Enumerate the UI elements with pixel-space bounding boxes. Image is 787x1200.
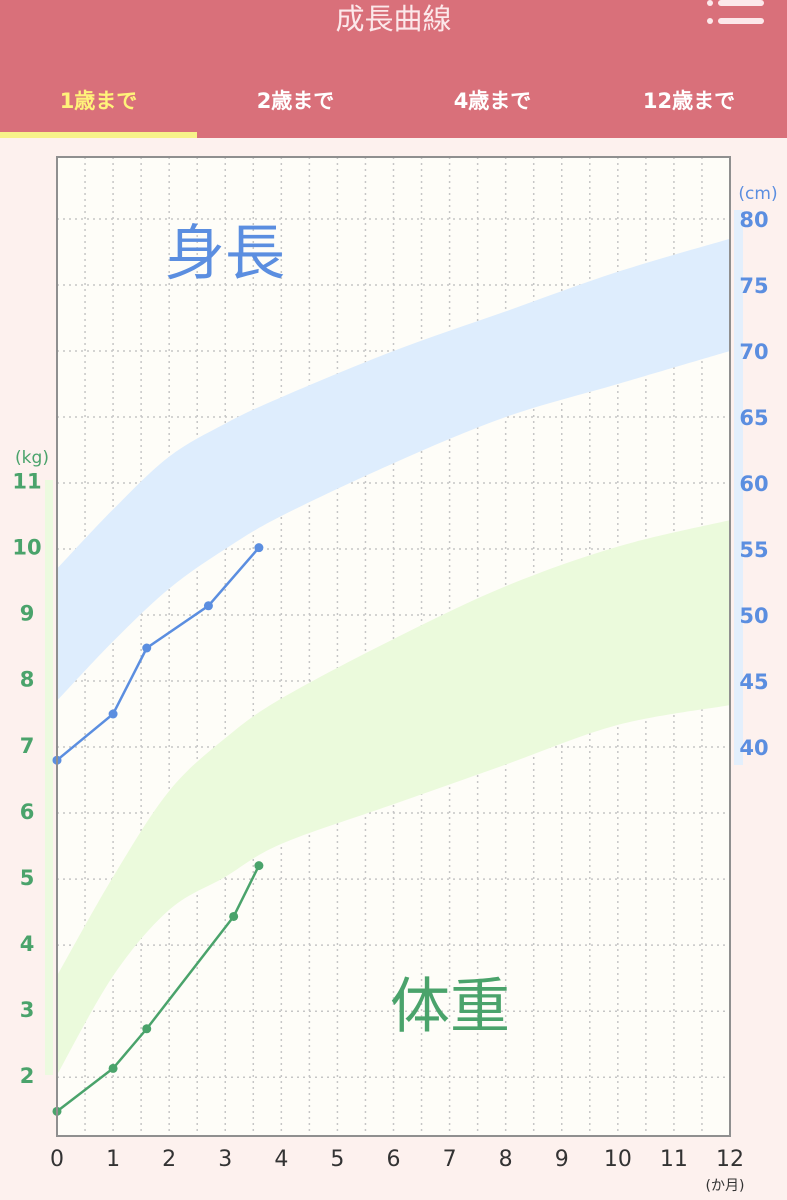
tab-1-year[interactable]: 1歳まで bbox=[59, 89, 138, 113]
height-point bbox=[108, 709, 118, 719]
x-tick-label: 12 bbox=[716, 1147, 744, 1172]
weight-tick-label: 9 bbox=[20, 602, 35, 626]
menu-icon[interactable] bbox=[700, 0, 766, 30]
weight-point bbox=[254, 861, 264, 871]
x-tick-label: 4 bbox=[274, 1147, 288, 1172]
height-point bbox=[254, 543, 264, 553]
weight-point bbox=[142, 1024, 152, 1034]
weight-tick-label: 3 bbox=[20, 998, 35, 1022]
weight-tick-label: 10 bbox=[12, 536, 41, 560]
height-tick-label: 60 bbox=[739, 472, 768, 496]
x-tick-label: 6 bbox=[387, 1147, 401, 1172]
x-unit-label: (か月) bbox=[706, 1178, 745, 1194]
x-tick-label: 0 bbox=[50, 1147, 64, 1172]
weight-point bbox=[229, 911, 239, 921]
active-tab-indicator bbox=[0, 132, 197, 138]
height-tick-label: 75 bbox=[739, 274, 768, 298]
height-tick-label: 65 bbox=[739, 406, 768, 430]
weight-tick-label: 8 bbox=[20, 668, 35, 692]
height-tick-label: 80 bbox=[739, 208, 768, 232]
weight-unit-label: (kg) bbox=[15, 448, 49, 468]
tab-2-years[interactable]: 2歳まで bbox=[256, 89, 335, 113]
weight-tick-label: 5 bbox=[20, 866, 35, 890]
x-tick-label: 11 bbox=[660, 1147, 688, 1172]
weight-tick-label: 7 bbox=[20, 734, 35, 758]
weight-title: 体重 bbox=[390, 972, 510, 1042]
height-title: 身長 bbox=[165, 219, 285, 289]
app-header: 成長曲線 1歳まで 2歳まで 4歳まで 12歳まで bbox=[0, 0, 787, 138]
reference-bands bbox=[57, 238, 730, 1075]
height-tick-label: 40 bbox=[739, 736, 768, 760]
page-title: 成長曲線 bbox=[335, 2, 452, 36]
tab-12-years[interactable]: 12歳まで bbox=[642, 89, 736, 113]
height-point bbox=[142, 643, 152, 653]
axes: 0 1 2 3 4 5 6 7 8 9 10 11 12(か月)234567891011(kg)4045… bbox=[12, 184, 777, 1194]
height-tick-label: 45 bbox=[739, 670, 768, 694]
height-tick-label: 50 bbox=[739, 604, 768, 628]
weight-point bbox=[108, 1063, 118, 1073]
x-tick-label: 8 bbox=[499, 1147, 513, 1172]
tab-4-years[interactable]: 4歳まで bbox=[453, 89, 532, 113]
x-tick-label: 1 bbox=[106, 1147, 120, 1172]
weight-tick-label: 4 bbox=[20, 932, 35, 956]
x-tick-label: 3 bbox=[218, 1147, 232, 1172]
data-series bbox=[52, 543, 264, 1116]
height-axis-strip bbox=[734, 210, 743, 765]
height-tick-label: 70 bbox=[739, 340, 768, 364]
growth-chart-area: 0 1 2 3 4 5 6 7 8 9 10 11 12 (か月) 2 3 4 5 6 7 8 9 10 11 (kg) 40 45… bbox=[0, 138, 787, 1200]
height-tick-label: 55 bbox=[739, 538, 768, 562]
height-unit-label: (cm) bbox=[738, 184, 777, 204]
weight-tick-label: 2 bbox=[20, 1064, 35, 1088]
height-reference-band bbox=[57, 238, 730, 701]
x-tick-label: 7 bbox=[443, 1147, 457, 1172]
weight-tick-label: 11 bbox=[12, 470, 41, 494]
growth-chart: 0 1 2 3 4 5 6 7 8 9 10 11 12(か月)234567891011(kg)4045… bbox=[12, 156, 778, 1194]
weight-reference-band bbox=[57, 520, 730, 1075]
x-tick-label: 10 bbox=[604, 1147, 632, 1172]
x-tick-label: 2 bbox=[162, 1147, 176, 1172]
x-tick-label: 9 bbox=[555, 1147, 569, 1172]
height-point bbox=[203, 601, 213, 611]
weight-tick-label: 6 bbox=[20, 800, 35, 824]
weight-axis-strip bbox=[45, 480, 53, 1075]
plot-frame bbox=[56, 156, 731, 1137]
x-tick-label: 5 bbox=[330, 1147, 344, 1172]
